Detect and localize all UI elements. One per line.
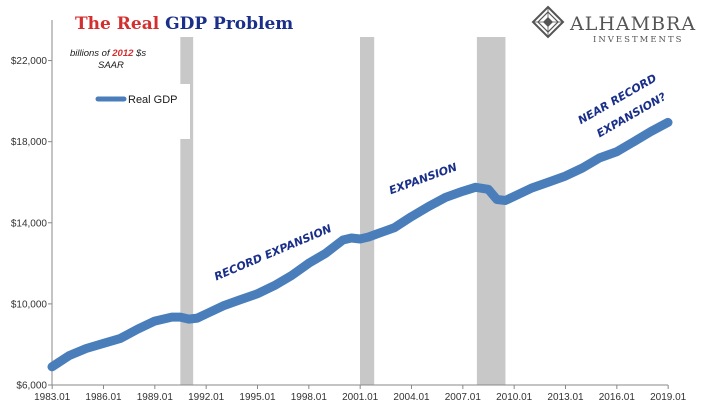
legend-label: Real GDP [128,94,178,106]
logo-name: ALHAMBRA [569,13,696,35]
recession-bars [180,37,506,385]
title-part: GDP Problem [159,14,293,34]
logo-sub: INVESTMENTS [593,35,683,45]
x-tick-label: 2010.01 [496,392,533,403]
series-line-real-gdp [47,117,673,372]
y-tick-label: $18,000 [11,137,48,148]
alhambra-logo: ALHAMBRA INVESTMENTS [531,5,696,45]
data-series [47,117,673,372]
x-tick-label: 1998.01 [291,392,328,403]
recession-bar [360,37,375,385]
x-tick-label: 2007.01 [445,392,482,403]
y-axis-ticks: $6,000 $10,000 $14,000 $18,000 $22,000 [11,56,52,392]
chart-title: The Real GDP Problem [75,14,293,34]
x-axis-ticks: 1983.01 1986.01 1989.01 1992.01 1995.01 1998.… [34,385,687,403]
x-tick-label: 2001.01 [342,392,379,403]
legend: Real GDP [92,84,190,139]
x-tick-label: 1986.01 [85,392,122,403]
x-tick-label: 1983.01 [34,392,71,403]
y-tick-label: $14,000 [11,218,48,229]
subtitle-line: billions of 2012 $s [70,48,146,59]
title-part: The Real [75,14,160,34]
annotation-label: RECORD EXPANSION [212,222,333,283]
recession-bar [476,37,506,385]
legend-box [92,84,190,139]
y-tick-label: $10,000 [11,299,48,310]
y-tick-label: $22,000 [11,56,48,67]
x-tick-label: 1995.01 [239,392,276,403]
diamond-logo-icon [531,5,565,39]
x-tick-label: 2013.01 [547,392,584,403]
y-tick-label: $6,000 [16,381,47,392]
x-tick-label: 2004.01 [393,392,430,403]
x-tick-label: 2016.01 [599,392,636,403]
x-tick-label: 1992.01 [188,392,225,403]
x-tick-label: 2019.01 [650,392,687,403]
x-tick-label: 1989.01 [137,392,174,403]
subtitle-line: SAAR [98,60,124,71]
